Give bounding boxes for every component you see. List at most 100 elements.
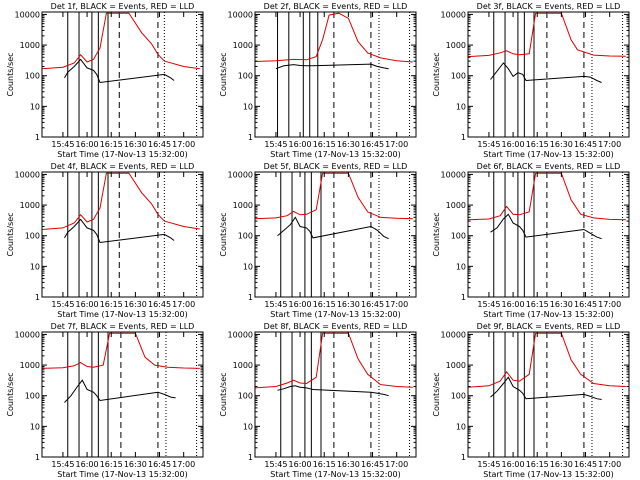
y-tick-label: 1000 xyxy=(446,41,466,50)
series-line-events xyxy=(277,385,389,397)
detector-panel-6: Det 6f, BLACK = Events, RED = LLD 1 10 100 1… xyxy=(432,162,630,319)
y-tick-label: 100 xyxy=(451,232,466,241)
series-line-events xyxy=(64,218,175,244)
panel-title: Det 5f, BLACK = Events, RED = LLD xyxy=(264,162,408,171)
y-tick-label: 1 xyxy=(35,453,40,462)
x-tick-label: 16:30 xyxy=(337,140,360,149)
y-axis-label: Counts/sec xyxy=(432,372,441,416)
y-axis-label: Counts/sec xyxy=(219,372,228,416)
y-tick-label: 10 xyxy=(243,422,253,431)
y-tick-label: 1000 xyxy=(446,201,466,210)
x-tick-label: 16:00 xyxy=(76,140,99,149)
x-tick-label: 17:00 xyxy=(598,300,621,309)
y-tick-label: 100 xyxy=(238,232,253,241)
x-tick-label: 16:45 xyxy=(574,300,597,309)
detector-panel-1: Det 1f, BLACK = Events, RED = LLD 1 10 100 1… xyxy=(6,2,204,159)
x-axis-label: Start Time (17-Nov-13 15:32:00) xyxy=(483,150,613,159)
x-tick-label: 16:30 xyxy=(550,300,573,309)
y-tick-label: 1000 xyxy=(446,361,466,370)
x-tick-label: 16:30 xyxy=(550,460,573,469)
series-line-events xyxy=(64,58,175,84)
x-tick-label: 16:00 xyxy=(76,300,99,309)
x-tick-label: 15:45 xyxy=(477,300,500,309)
x-tick-label: 16:00 xyxy=(502,140,525,149)
detector-panel-4: Det 4f, BLACK = Events, RED = LLD 1 10 100 1… xyxy=(6,162,204,319)
plot-frame xyxy=(254,171,417,298)
x-tick-label: 15:45 xyxy=(51,140,74,149)
y-tick-label: 1000 xyxy=(233,361,253,370)
plot-frame xyxy=(467,11,630,138)
detector-panel-5: Det 5f, BLACK = Events, RED = LLD 1 10 100 1… xyxy=(219,162,417,319)
x-tick-label: 15:45 xyxy=(264,300,287,309)
y-tick-label: 100 xyxy=(238,72,253,81)
x-tick-label: 17:00 xyxy=(172,140,195,149)
x-tick-label: 16:45 xyxy=(148,140,171,149)
x-tick-label: 16:30 xyxy=(337,300,360,309)
x-tick-label: 15:45 xyxy=(264,460,287,469)
y-tick-label: 10 xyxy=(30,422,40,431)
x-axis-label: Start Time (17-Nov-13 15:32:00) xyxy=(483,470,613,479)
x-tick-label: 16:00 xyxy=(502,300,525,309)
x-tick-label: 16:30 xyxy=(124,140,147,149)
x-tick-label: 17:00 xyxy=(385,460,408,469)
y-tick-label: 10000 xyxy=(441,330,466,339)
x-tick-label: 16:45 xyxy=(361,460,384,469)
plot-frame xyxy=(467,331,630,458)
panel-title: Det 8f, BLACK = Events, RED = LLD xyxy=(264,322,408,331)
detector-panel-2: Det 2f, BLACK = Events, RED = LLD 1 10 100 1… xyxy=(219,2,417,159)
detector-panel-3: Det 3f, BLACK = Events, RED = LLD 1 10 100 1… xyxy=(432,2,630,159)
x-tick-label: 16:15 xyxy=(100,300,123,309)
x-axis-label: Start Time (17-Nov-13 15:32:00) xyxy=(57,470,187,479)
y-tick-label: 10000 xyxy=(228,330,253,339)
x-axis-label: Start Time (17-Nov-13 15:32:00) xyxy=(57,150,187,159)
x-tick-label: 16:00 xyxy=(289,140,312,149)
series-line-lld xyxy=(42,12,200,70)
y-tick-label: 10000 xyxy=(15,10,40,19)
x-tick-label: 16:45 xyxy=(148,300,171,309)
series-line-lld xyxy=(42,332,200,369)
y-tick-label: 1 xyxy=(461,133,466,142)
y-axis-label: Counts/sec xyxy=(432,52,441,96)
detector-panel-8: Det 8f, BLACK = Events, RED = LLD 1 10 100 1… xyxy=(219,322,417,479)
y-tick-label: 1 xyxy=(248,133,253,142)
y-tick-label: 10000 xyxy=(441,10,466,19)
plot-frame xyxy=(41,331,204,458)
y-tick-label: 1000 xyxy=(233,201,253,210)
x-tick-label: 16:30 xyxy=(124,460,147,469)
series-line-events xyxy=(64,379,176,403)
x-tick-label: 16:15 xyxy=(100,140,123,149)
y-tick-label: 10 xyxy=(456,262,466,271)
detector-panel-7: Det 7f, BLACK = Events, RED = LLD 1 10 100 1… xyxy=(6,322,204,479)
series-line-lld xyxy=(468,172,626,221)
y-tick-label: 100 xyxy=(25,232,40,241)
x-tick-label: 16:30 xyxy=(550,140,573,149)
x-tick-label: 16:30 xyxy=(337,460,360,469)
x-tick-label: 15:45 xyxy=(51,460,74,469)
x-tick-label: 17:00 xyxy=(598,140,621,149)
x-tick-label: 16:45 xyxy=(361,300,384,309)
series-line-lld xyxy=(255,172,413,220)
x-tick-label: 15:45 xyxy=(264,140,287,149)
panel-title: Det 4f, BLACK = Events, RED = LLD xyxy=(51,162,195,171)
x-tick-label: 15:45 xyxy=(51,300,74,309)
x-tick-label: 17:00 xyxy=(385,300,408,309)
y-axis-label: Counts/sec xyxy=(6,212,15,256)
y-tick-label: 1000 xyxy=(20,201,40,210)
x-axis-label: Start Time (17-Nov-13 15:32:00) xyxy=(57,310,187,319)
detector-panel-9: Det 9f, BLACK = Events, RED = LLD 1 10 100 1… xyxy=(432,322,630,479)
x-tick-label: 17:00 xyxy=(385,140,408,149)
x-tick-label: 16:45 xyxy=(574,460,597,469)
x-tick-label: 16:15 xyxy=(313,300,336,309)
x-tick-label: 16:15 xyxy=(526,460,549,469)
y-tick-label: 10 xyxy=(30,262,40,271)
series-line-events xyxy=(490,213,602,240)
y-axis-label: Counts/sec xyxy=(6,372,15,416)
series-line-lld xyxy=(468,332,626,388)
y-axis-label: Counts/sec xyxy=(219,212,228,256)
y-tick-label: 10 xyxy=(243,262,253,271)
y-tick-label: 1000 xyxy=(233,41,253,50)
plot-frame xyxy=(41,11,204,138)
y-tick-label: 100 xyxy=(238,392,253,401)
plot-frame xyxy=(254,331,417,458)
x-tick-label: 17:00 xyxy=(598,460,621,469)
